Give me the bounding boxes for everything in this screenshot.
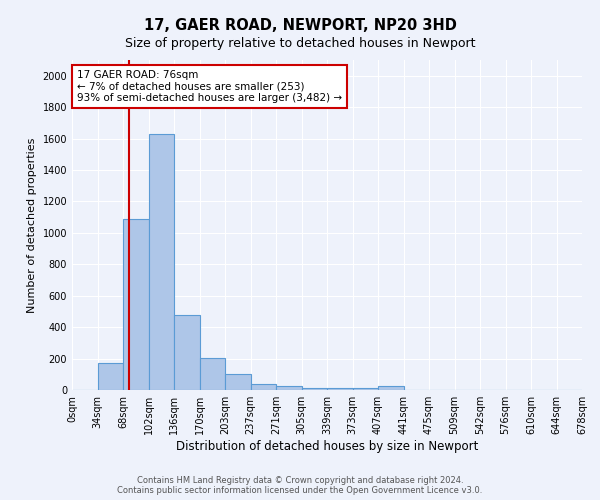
Bar	[353, 388, 378, 390]
Bar	[149, 134, 174, 390]
Bar	[199, 358, 225, 390]
Text: Size of property relative to detached houses in Newport: Size of property relative to detached ho…	[125, 38, 475, 51]
Text: 17, GAER ROAD, NEWPORT, NP20 3HD: 17, GAER ROAD, NEWPORT, NP20 3HD	[143, 18, 457, 32]
Text: Contains HM Land Registry data © Crown copyright and database right 2024.
Contai: Contains HM Land Registry data © Crown c…	[118, 476, 482, 495]
X-axis label: Distribution of detached houses by size in Newport: Distribution of detached houses by size …	[176, 440, 478, 453]
Bar	[251, 384, 276, 390]
Bar	[225, 374, 251, 390]
Bar	[302, 388, 327, 390]
Bar	[378, 386, 404, 390]
Bar	[276, 386, 302, 390]
Bar	[327, 388, 353, 390]
Y-axis label: Number of detached properties: Number of detached properties	[27, 138, 37, 312]
Bar	[174, 314, 199, 390]
Bar	[123, 218, 149, 390]
Bar	[97, 364, 123, 390]
Text: 17 GAER ROAD: 76sqm
← 7% of detached houses are smaller (253)
93% of semi-detach: 17 GAER ROAD: 76sqm ← 7% of detached hou…	[77, 70, 342, 103]
